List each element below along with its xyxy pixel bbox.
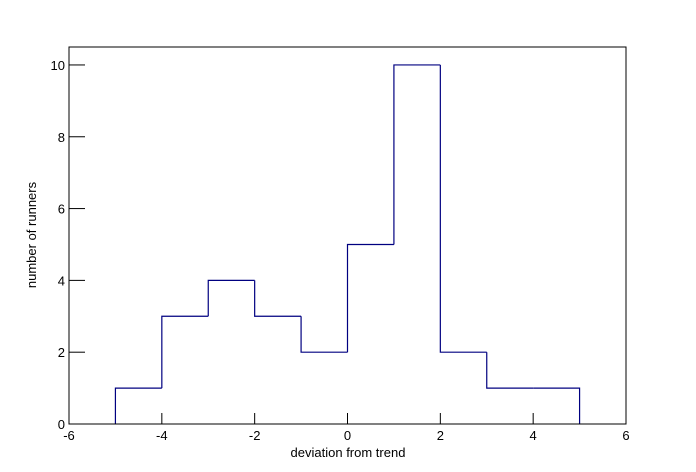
y-axis-label: number of runners (24, 181, 39, 288)
x-axis-label: deviation from trend (291, 445, 406, 460)
plot-frame (68, 46, 627, 425)
x-tick-label: 0 (344, 428, 351, 443)
histogram-bin (393, 64, 441, 245)
y-tick-label: 0 (58, 417, 65, 432)
histogram-bin (346, 243, 394, 353)
y-tick-label: 8 (58, 130, 65, 145)
x-tick-label: -6 (63, 428, 75, 443)
histogram-bin (207, 279, 255, 317)
x-tick-label: -2 (249, 428, 261, 443)
x-tick-label: -4 (156, 428, 168, 443)
x-tick-label: 4 (530, 428, 537, 443)
histogram-bin (254, 280, 302, 317)
x-tick-label: 6 (622, 428, 629, 443)
y-tick-label: 10 (51, 58, 65, 73)
histogram-bin (439, 64, 487, 353)
x-tick-label: 2 (437, 428, 444, 443)
y-tick-label: 2 (58, 345, 65, 360)
histogram-bin (300, 316, 348, 353)
y-tick-label: 6 (58, 202, 65, 217)
histogram-bin (161, 315, 209, 389)
histogram-bin (486, 352, 534, 389)
histogram-bin (533, 387, 581, 424)
y-tick-label: 4 (58, 273, 65, 288)
histogram-bin (114, 387, 162, 424)
